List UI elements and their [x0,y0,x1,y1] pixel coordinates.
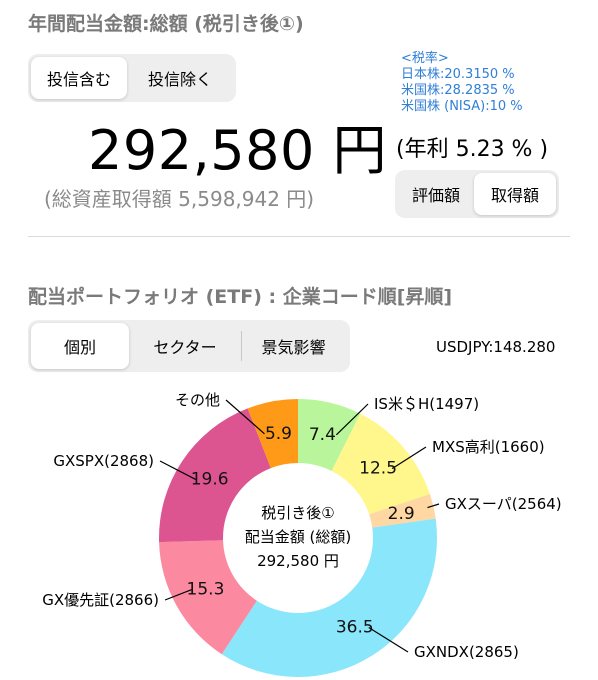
slice-name-label: MXS高利(1660) [432,438,545,456]
slice-value-label: 19.6 [191,469,229,489]
donut-slice[interactable] [221,518,437,677]
slice-value-label: 15.3 [187,580,225,600]
fx-rate: USDJPY:148.280 [436,338,556,356]
tax-rate-notes: <税率> 日本株:20.3150 % 米国株:28.2835 % 米国株 (NI… [401,51,523,115]
tax-note-header: <税率> [401,51,449,66]
center-label-amount: 292,580 円 [257,552,339,570]
donut-slice[interactable] [159,408,271,543]
slice-value-label: 5.9 [265,424,292,444]
portfolio-view-tabs: 個別 セクター 景気影響 [28,320,350,372]
valuation-basis-toggle: 評価額 取得額 [395,170,559,218]
label-leader-line [427,503,440,509]
donut-slice[interactable] [247,399,298,469]
label-leader-line [368,627,409,653]
valuation-option[interactable]: 評価額 [411,186,460,205]
dividend-yield: (年利 5.23 % ) [396,137,549,162]
slice-value-label: 36.5 [336,618,374,638]
donut-slice[interactable] [298,399,361,471]
slice-value-label: 12.5 [359,459,397,479]
tab-economic-impact[interactable]: 景気影響 [261,338,326,357]
slice-name-label: GXSPX(2868) [53,452,154,470]
section-divider [28,236,570,237]
center-label-tax: 税引き後① [261,504,334,522]
tab-individual[interactable]: 個別 [31,323,129,369]
slice-name-label: GX優先証(2866) [42,591,159,609]
page-title: 年間配当金額:総額 (税引き後①) [28,13,304,35]
label-leader-line [225,399,265,435]
center-label-dividend: 配当金額 (総額) [245,528,351,546]
acquisition-cost-option[interactable]: 取得額 [474,173,556,215]
slice-name-label: GXスーパ(2564) [445,495,562,513]
tax-note-us-nisa: 米国株 (NISA):10 % [401,99,523,114]
label-leader-line [164,589,192,601]
donut-slice[interactable] [331,413,430,515]
donut-hole [232,472,364,604]
slice-name-label: IS米＄H(1497) [374,395,479,413]
include-trusts-option[interactable]: 投信含む [31,57,127,99]
tax-note-us: 米国株:28.2835 % [401,83,515,98]
tax-note-japan: 日本株:20.3150 % [401,67,515,82]
slice-name-label: GXNDX(2865) [414,643,519,661]
total-asset-cost: (総資産取得額 5,598,942 円) [44,187,315,211]
portfolio-title: 配当ポートフォリオ (ETF) : 企業コード順[昇順] [28,286,453,308]
slice-name-label: その他 [175,391,220,409]
tab-separator [241,331,242,361]
slice-value-label: 7.4 [309,425,336,445]
donut-slice[interactable] [159,540,257,655]
slice-value-label: 2.9 [388,504,415,524]
donut-slice[interactable] [369,494,436,528]
label-leader-line [159,460,196,480]
label-leader-line [391,446,427,470]
annual-dividend-amount: 292,580 円 [88,119,387,182]
label-leader-line [335,403,369,436]
tab-sector[interactable]: セクター [153,338,217,357]
exclude-trusts-option[interactable]: 投信除く [147,70,212,89]
investment-trust-toggle: 投信含む 投信除く [28,54,236,102]
